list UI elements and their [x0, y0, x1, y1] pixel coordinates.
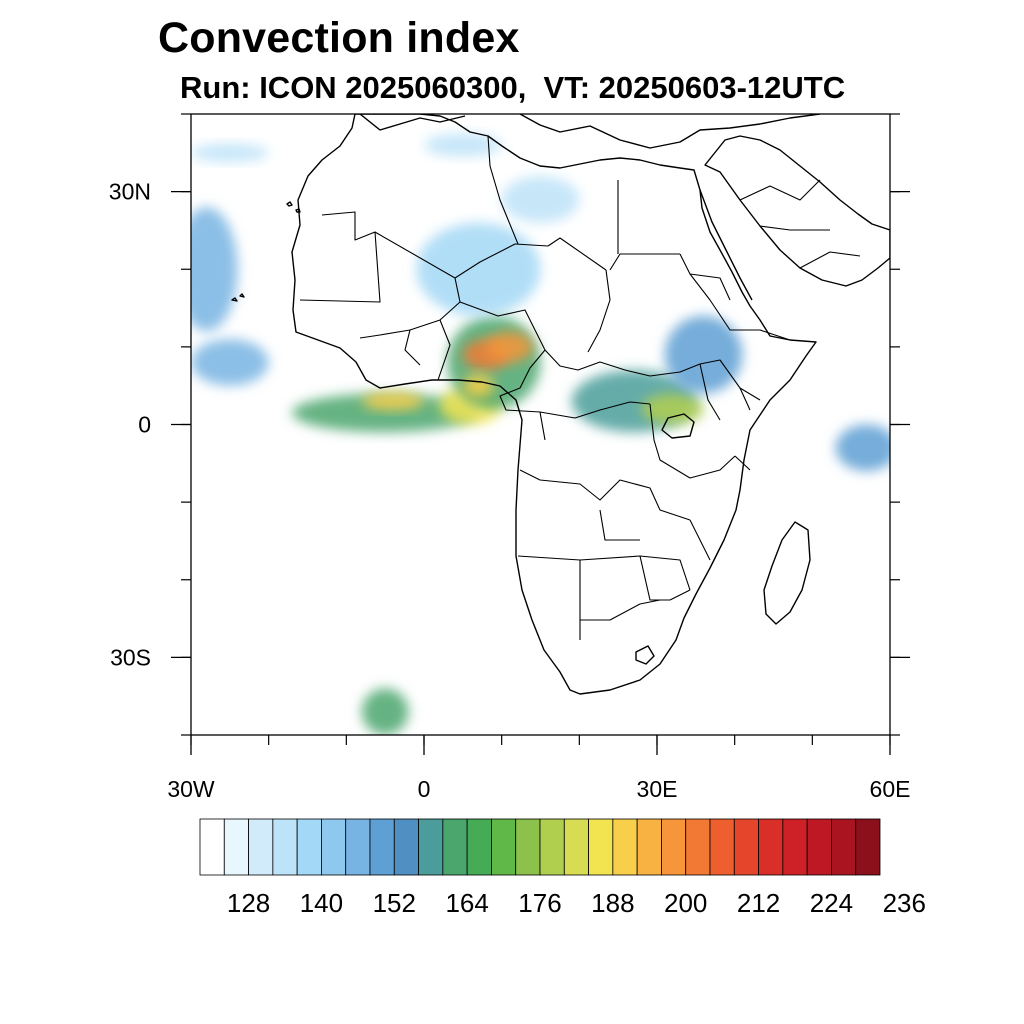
colorbar-swatch — [248, 818, 274, 876]
border-east-africa — [689, 273, 791, 561]
border-west-africa — [299, 211, 549, 381]
colorbar-swatch — [272, 818, 298, 876]
convection-area — [191, 143, 269, 163]
africa-coastline — [291, 114, 817, 695]
colorbar-swatch — [515, 818, 541, 876]
colorbar-label: 152 — [373, 888, 416, 918]
colorbar-swatch — [369, 818, 395, 876]
colorbar-swatch — [733, 818, 759, 876]
colorbar-label: 236 — [883, 888, 926, 918]
country-borders-layer — [299, 135, 861, 640]
colorbar-swatch — [758, 818, 784, 876]
lesotho-outline — [635, 645, 655, 665]
colorbar-swatch — [563, 818, 589, 876]
convection-area — [664, 315, 743, 394]
colorbar-label: 140 — [300, 888, 343, 918]
colorbar-swatch — [685, 818, 711, 876]
colorbar-label: 224 — [810, 888, 853, 918]
colorbar-swatch — [393, 818, 419, 876]
convection-area — [462, 374, 494, 398]
colorbar-swatch — [418, 818, 444, 876]
red-sea-coast — [699, 189, 753, 301]
colorbar-swatch — [223, 818, 249, 876]
convection-area — [191, 339, 269, 386]
x-tick-label: 30W — [167, 776, 215, 802]
colorbar-swatch — [345, 818, 371, 876]
border-southern-africa — [517, 469, 691, 640]
colorbar-label: 200 — [664, 888, 707, 918]
convection-area — [835, 424, 890, 472]
colorbar-label: 128 — [227, 888, 270, 918]
cape-verde-islands — [231, 293, 245, 302]
colorbar-label: 212 — [737, 888, 780, 918]
convection-area — [361, 391, 424, 411]
colorbar-swatch — [855, 818, 881, 876]
colorbar-swatch — [661, 818, 687, 876]
colorbar-swatch — [491, 818, 517, 876]
colorbar-swatch — [199, 818, 225, 876]
map-plot-area: 30W 0 30E 60E 30N 0 30S — [109, 113, 911, 802]
lake-victoria — [661, 413, 695, 439]
madagascar-coastline — [763, 521, 811, 625]
arabia-coastline — [704, 135, 890, 287]
convection-area — [416, 222, 541, 316]
colorbar-swatch — [539, 818, 565, 876]
y-tick-label: 30S — [110, 644, 151, 670]
x-tick-label: 60E — [870, 776, 911, 802]
colorbar-label: 176 — [518, 888, 561, 918]
colorbar-swatch — [636, 818, 662, 876]
colorbar-swatch — [806, 818, 832, 876]
colorbar-swatch — [588, 818, 614, 876]
colorbar-swatch — [782, 818, 808, 876]
map-subtitle: Run: ICON 2025060300, VT: 20250603-12UTC — [180, 70, 846, 105]
border-north-africa — [487, 135, 731, 353]
convection-area — [291, 393, 479, 433]
canary-islands — [286, 201, 301, 213]
convection-area — [191, 207, 238, 332]
convection-area — [361, 688, 409, 735]
convection-area — [501, 176, 580, 223]
convection-field-layer — [191, 133, 890, 735]
x-tick-label: 0 — [418, 776, 431, 802]
border-arabia — [739, 179, 861, 269]
colorbar-swatch — [709, 818, 735, 876]
colorbar-swatch — [466, 818, 492, 876]
colorbar-swatch — [831, 818, 857, 876]
y-tick-label: 0 — [138, 412, 151, 438]
colorbar-swatch — [321, 818, 347, 876]
colorbar-label: 164 — [445, 888, 488, 918]
europe-coastline — [359, 114, 821, 149]
convection-area — [424, 133, 502, 157]
colorbar-swatch — [442, 818, 468, 876]
colorbar: 128 140 152 164 176 188 200 212 224 236 — [199, 818, 926, 918]
coastline-layer — [231, 114, 890, 695]
colorbar-label: 188 — [591, 888, 634, 918]
map-title: Convection index — [158, 14, 520, 62]
map-axes: 30W 0 30E 60E 30N 0 30S — [109, 113, 911, 802]
colorbar-swatch — [296, 818, 322, 876]
border-central-africa — [499, 329, 751, 479]
colorbar-swatch — [612, 818, 638, 876]
convection-area — [486, 331, 533, 363]
y-tick-label: 30N — [109, 179, 151, 205]
x-tick-label: 30E — [637, 776, 678, 802]
